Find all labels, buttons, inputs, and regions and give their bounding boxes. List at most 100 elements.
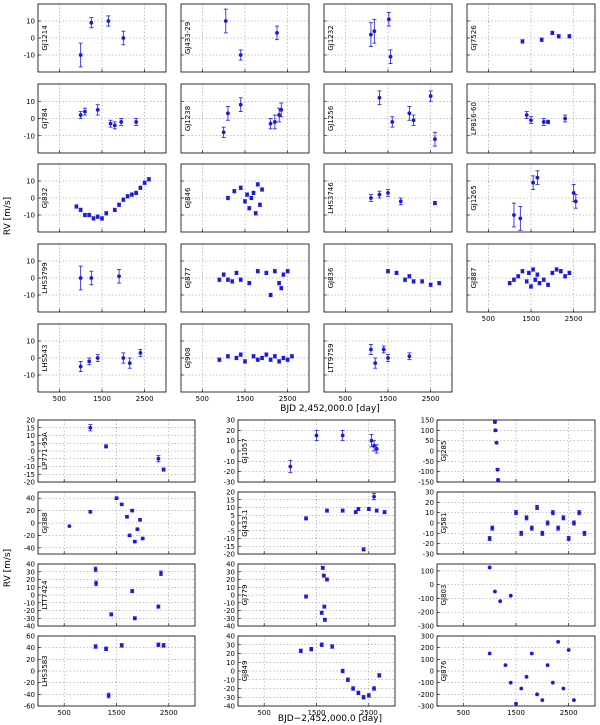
- data-point: [272, 354, 277, 359]
- data-point: [95, 107, 100, 112]
- panel-label: LHS543: [41, 345, 49, 372]
- data-point: [277, 113, 282, 117]
- y-tick-label: -200: [418, 609, 434, 617]
- data-point: [529, 651, 534, 656]
- data-point: [550, 510, 555, 515]
- data-point: [253, 211, 258, 216]
- data-point: [566, 648, 571, 652]
- data-point: [524, 113, 529, 117]
- panel-gj832: -10 0 10 GJ832: [24, 163, 167, 233]
- data-point: [288, 464, 293, 469]
- panel-gj784: -10 0 10 GJ784: [24, 83, 167, 154]
- y-tick-label: -10: [24, 463, 35, 471]
- y-tick-label: 0: [231, 448, 235, 456]
- data-point: [493, 428, 498, 433]
- y-tick-label: 0: [231, 520, 235, 528]
- data-point: [95, 356, 100, 360]
- data-point: [121, 36, 126, 40]
- data-point: [321, 573, 326, 578]
- data-point: [247, 206, 252, 211]
- panel-label: GJ433-29: [184, 22, 192, 54]
- data-point: [147, 177, 151, 182]
- y-tick-label: 40: [226, 633, 235, 641]
- data-point: [351, 686, 356, 691]
- panel-label: LP771-95A: [41, 432, 49, 470]
- data-point: [325, 508, 329, 513]
- data-point: [526, 271, 531, 275]
- data-point: [374, 508, 379, 513]
- data-point: [541, 120, 546, 124]
- data-point: [88, 425, 93, 430]
- data-point: [519, 531, 524, 536]
- y-tick-label: 20: [226, 650, 235, 658]
- data-point: [487, 651, 492, 656]
- x-tick-label: 1500: [507, 709, 525, 717]
- panel-label: GJ1057: [241, 438, 249, 463]
- y-tick-label: 0: [430, 668, 434, 676]
- data-point: [366, 507, 371, 511]
- y-tick-label: -10: [24, 599, 35, 607]
- data-point: [340, 669, 345, 673]
- data-point: [390, 120, 395, 124]
- y-tick-label: -20: [24, 479, 35, 487]
- y-tick-label: 200: [421, 644, 434, 652]
- y-tick-label: -30: [224, 615, 235, 623]
- x-tick-label: 2500: [160, 709, 178, 717]
- data-point: [566, 536, 571, 541]
- data-point: [508, 593, 513, 598]
- data-point: [243, 199, 247, 204]
- y-tick-label: 40: [26, 644, 35, 652]
- y-tick-label: -40: [24, 623, 35, 631]
- y-tick-label: -20: [423, 540, 434, 548]
- data-point: [279, 286, 284, 291]
- data-point: [377, 192, 382, 197]
- top-x-axis-label: BJD 2,452,000.0 [day]: [280, 404, 379, 414]
- data-point: [516, 274, 521, 279]
- data-point: [411, 279, 416, 284]
- x-tick-label: 1500: [236, 395, 254, 403]
- data-point: [221, 130, 226, 135]
- data-point: [493, 589, 497, 594]
- data-point: [87, 359, 92, 364]
- data-point: [381, 347, 386, 352]
- data-point: [112, 123, 117, 128]
- y-tick-label: -30: [224, 694, 235, 702]
- data-point: [238, 277, 243, 282]
- data-point: [433, 137, 437, 142]
- data-point: [507, 281, 512, 285]
- data-point: [361, 547, 366, 552]
- data-point: [230, 279, 235, 284]
- data-point: [346, 677, 350, 682]
- data-point: [277, 359, 282, 364]
- y-tick-label: 0: [31, 448, 35, 456]
- y-tick-label: 10: [226, 659, 235, 667]
- data-point: [134, 191, 139, 195]
- data-point: [512, 277, 516, 282]
- y-tick-label: -5: [228, 527, 235, 535]
- data-point: [369, 32, 373, 37]
- data-point: [372, 29, 377, 34]
- y-tick-label: 10: [226, 437, 235, 445]
- panel-label: GJ836: [327, 267, 335, 288]
- data-point: [377, 673, 382, 678]
- data-point: [508, 680, 513, 685]
- data-point: [268, 121, 273, 126]
- panel-lhs3583: 500 1500 2500 60 40 20 0 -20 -40 -60 LHS3583: [24, 633, 196, 717]
- x-tick-label: 500: [482, 315, 495, 323]
- data-point: [217, 277, 222, 282]
- data-point: [109, 612, 114, 617]
- y-tick-label: 0: [31, 35, 35, 43]
- data-point: [255, 182, 260, 187]
- data-point: [238, 352, 243, 357]
- y-tick-label: -20: [224, 685, 235, 693]
- data-point: [411, 118, 416, 123]
- panel-label: LHS3583: [41, 655, 49, 686]
- x-tick-label: 500: [339, 395, 352, 403]
- panel-label: GJ1232: [327, 25, 335, 50]
- y-tick-label: 60: [26, 633, 35, 641]
- data-point: [106, 19, 111, 23]
- data-point: [533, 277, 538, 282]
